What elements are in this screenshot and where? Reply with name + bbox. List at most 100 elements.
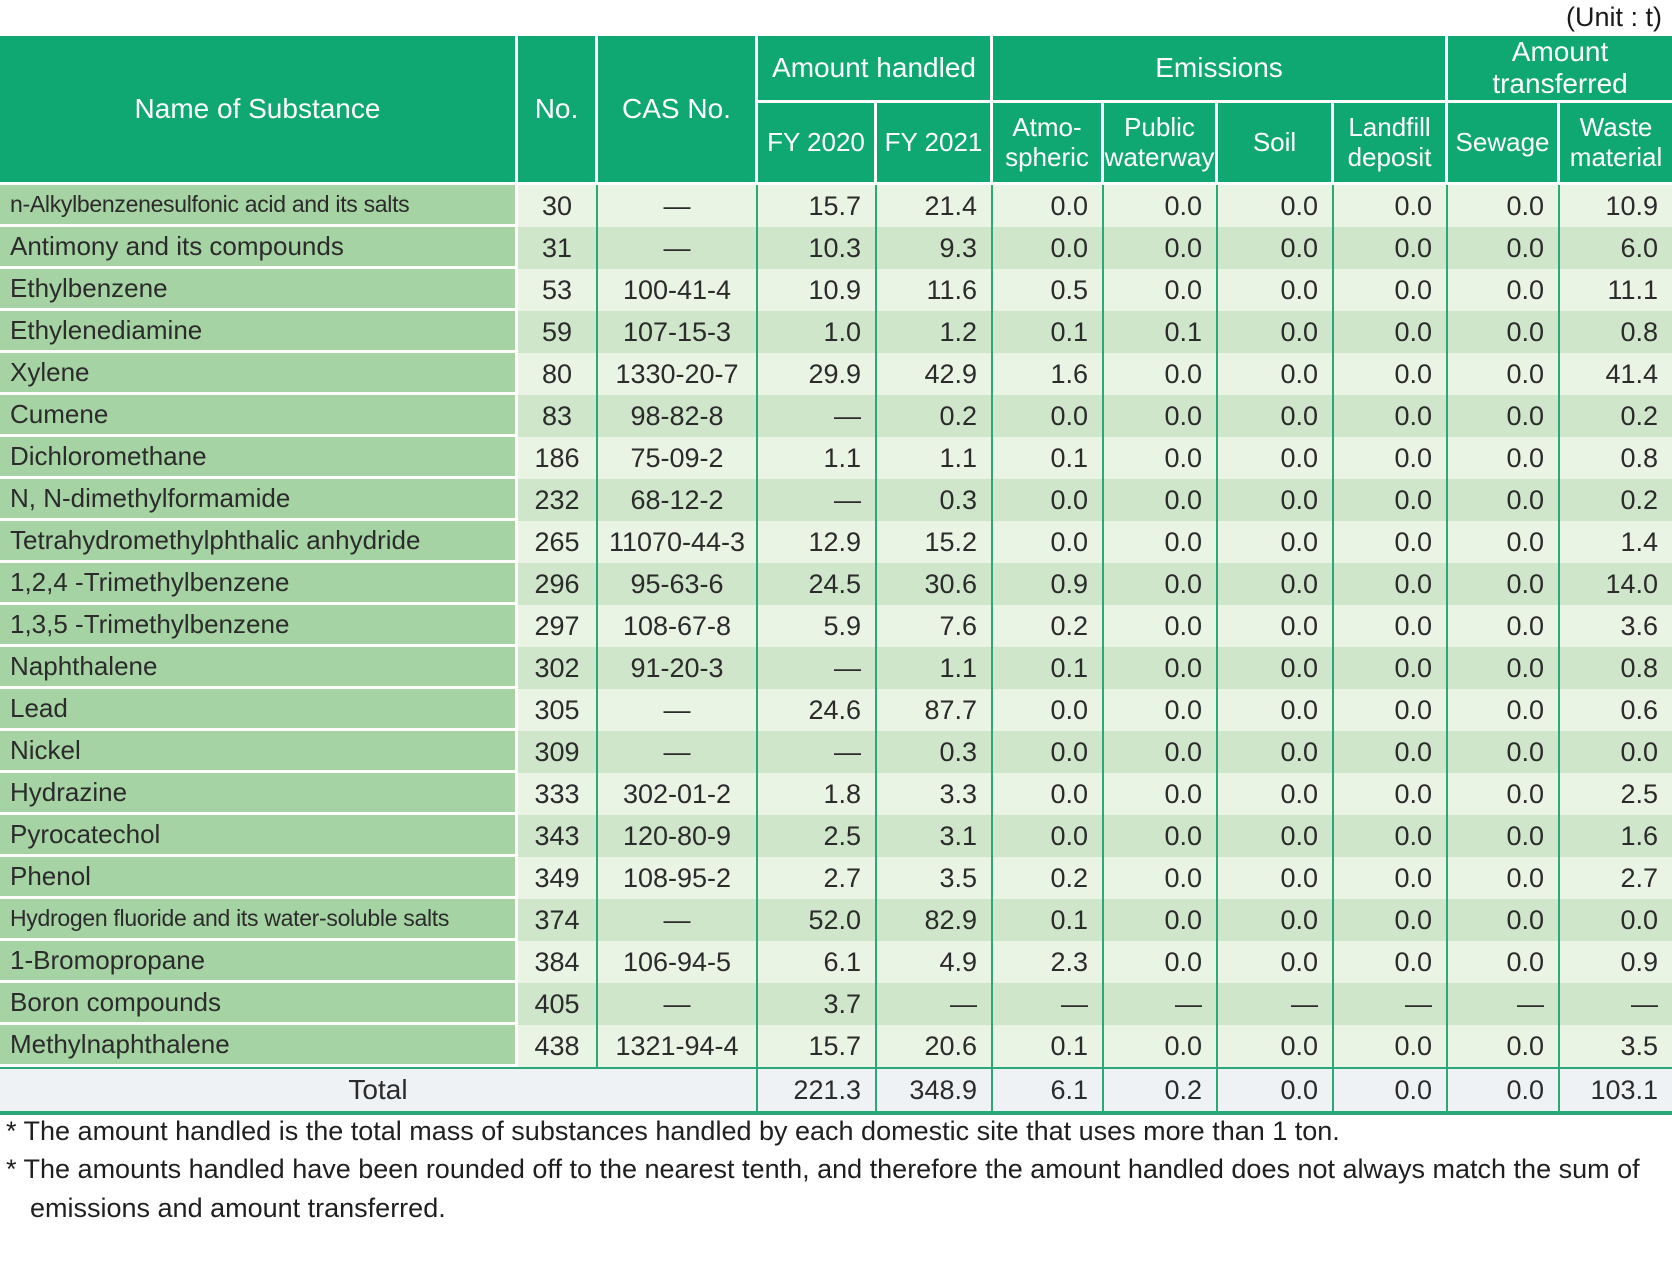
- no-cell: 59: [518, 311, 598, 353]
- value-cell: 0.0: [1448, 899, 1561, 941]
- value-cell: 1.6: [1560, 815, 1672, 857]
- value-cell: 0.0: [1448, 479, 1561, 521]
- no-cell: 349: [518, 857, 598, 899]
- table-row: n-Alkylbenzenesulfonic acid and its salt…: [0, 185, 1672, 227]
- value-cell: —: [1334, 983, 1449, 1025]
- table-row: Phenol 349 108-95-2 2.7 3.5 0.2 0.0 0.0 0.0 0.0 2.…: [0, 857, 1672, 899]
- no-cell: 374: [518, 899, 598, 941]
- value-cell: 1.4: [1560, 521, 1672, 563]
- value-cell: 21.4: [877, 185, 993, 227]
- value-cell: 30.6: [877, 563, 993, 605]
- value-cell: 0.0: [1218, 563, 1334, 605]
- value-cell: 0.0: [1334, 731, 1449, 773]
- value-cell: 0.0: [1218, 185, 1334, 227]
- table-header: Name of Substance No. CAS No. Amount han…: [0, 36, 1672, 185]
- no-cell: 297: [518, 605, 598, 647]
- value-cell: 1.6: [993, 353, 1104, 395]
- table-row: 1,3,5 -Trimethylbenzene 297 108-67-8 5.9 7.6…: [0, 605, 1672, 647]
- substance-name-cell: Hydrogen fluoride and its water-soluble …: [0, 899, 518, 941]
- footnote-1: * The amount handled is the total mass o…: [6, 1116, 1340, 1146]
- value-cell: 0.0: [1448, 941, 1561, 983]
- value-cell: 0.0: [1448, 437, 1561, 479]
- header-amount-handled: Amount handled: [758, 36, 993, 103]
- value-cell: 0.0: [1104, 437, 1218, 479]
- value-cell: 0.0: [993, 815, 1104, 857]
- substance-name-cell: Methylnaphthalene: [0, 1025, 518, 1067]
- value-cell: 0.0: [1334, 437, 1449, 479]
- cas-cell: —: [598, 185, 758, 227]
- no-cell: 53: [518, 269, 598, 311]
- header-emissions: Emissions: [993, 36, 1449, 103]
- table-row: 1,2,4 -Trimethylbenzene 296 95-63-6 24.5 30.…: [0, 563, 1672, 605]
- value-cell: 0.0: [1218, 479, 1334, 521]
- value-cell: 0.0: [1104, 1025, 1218, 1067]
- value-cell: 0.0: [1448, 185, 1561, 227]
- value-cell: 2.5: [758, 815, 877, 857]
- value-cell: 82.9: [877, 899, 993, 941]
- value-cell: 0.0: [1218, 227, 1334, 269]
- value-cell: 0.1: [993, 311, 1104, 353]
- value-cell: 24.5: [758, 563, 877, 605]
- total-value-cell: 348.9: [877, 1067, 993, 1115]
- value-cell: —: [993, 983, 1104, 1025]
- substance-name-cell: Tetrahydromethylphthalic anhydride: [0, 521, 518, 563]
- value-cell: 0.0: [1218, 437, 1334, 479]
- value-cell: 6.1: [758, 941, 877, 983]
- value-cell: 0.0: [1334, 647, 1449, 689]
- cas-cell: —: [598, 227, 758, 269]
- cas-cell: —: [598, 899, 758, 941]
- value-cell: 0.0: [1104, 353, 1218, 395]
- value-cell: 0.0: [1334, 521, 1449, 563]
- value-cell: 2.7: [1560, 857, 1672, 899]
- value-cell: 0.0: [1334, 395, 1449, 437]
- cas-cell: 95-63-6: [598, 563, 758, 605]
- value-cell: 0.0: [993, 689, 1104, 731]
- substances-table: Name of Substance No. CAS No. Amount han…: [0, 36, 1672, 1115]
- header-soil: Soil: [1218, 103, 1334, 185]
- value-cell: 0.0: [1218, 311, 1334, 353]
- value-cell: 0.9: [1560, 941, 1672, 983]
- cas-cell: 106-94-5: [598, 941, 758, 983]
- value-cell: —: [1104, 983, 1218, 1025]
- value-cell: 0.0: [1104, 563, 1218, 605]
- table-row: Methylnaphthalene 438 1321-94-4 15.7 20.6 0.1…: [0, 1025, 1672, 1067]
- value-cell: 0.8: [1560, 437, 1672, 479]
- substance-name-cell: Boron compounds: [0, 983, 518, 1025]
- value-cell: 0.0: [1448, 605, 1561, 647]
- substance-name-cell: Ethylbenzene: [0, 269, 518, 311]
- footnote-2: * The amounts handled have been rounded …: [6, 1154, 1640, 1223]
- value-cell: 11.1: [1560, 269, 1672, 311]
- cas-cell: 75-09-2: [598, 437, 758, 479]
- no-cell: 232: [518, 479, 598, 521]
- value-cell: 0.0: [1104, 731, 1218, 773]
- value-cell: 0.0: [993, 479, 1104, 521]
- value-cell: 0.0: [993, 773, 1104, 815]
- value-cell: 0.0: [1334, 941, 1449, 983]
- value-cell: 10.3: [758, 227, 877, 269]
- table-row: Tetrahydromethylphthalic anhydride 265 110…: [0, 521, 1672, 563]
- value-cell: 0.0: [1218, 395, 1334, 437]
- total-value-cell: 0.2: [1104, 1067, 1218, 1115]
- table-row: Cumene 83 98-82-8—0.2 0.0 0.0 0.0 0.0 0.0 0.2: [0, 395, 1672, 437]
- table-row: Lead 305—24.6 87.7 0.0 0.0 0.0 0.0 0.0 0.6: [0, 689, 1672, 731]
- header-name-of-substance: Name of Substance: [0, 36, 518, 185]
- value-cell: 41.4: [1560, 353, 1672, 395]
- table-row: Nickel 309— —0.3 0.0 0.0 0.0 0.0 0.0 0.0: [0, 731, 1672, 773]
- value-cell: 0.0: [1334, 311, 1449, 353]
- substance-name-cell: Xylene: [0, 353, 518, 395]
- value-cell: 0.0: [1448, 857, 1561, 899]
- value-cell: 0.1: [993, 899, 1104, 941]
- table-row: Xylene 80 1330-20-7 29.9 42.9 1.6 0.0 0.0 0.0 0.0…: [0, 353, 1672, 395]
- table-row: Pyrocatechol 343 120-80-9 2.5 3.1 0.0 0.0 0.0 0.…: [0, 815, 1672, 857]
- value-cell: 0.9: [993, 563, 1104, 605]
- value-cell: 0.0: [993, 227, 1104, 269]
- value-cell: 0.8: [1560, 647, 1672, 689]
- no-cell: 333: [518, 773, 598, 815]
- value-cell: —: [1448, 983, 1561, 1025]
- substance-name-cell: N, N-dimethylformamide: [0, 479, 518, 521]
- no-cell: 31: [518, 227, 598, 269]
- value-cell: —: [758, 731, 877, 773]
- table-row: N, N-dimethylformamide 232 68-12-2—0.3 0.0 0…: [0, 479, 1672, 521]
- value-cell: 0.0: [1448, 269, 1561, 311]
- value-cell: 0.0: [1218, 269, 1334, 311]
